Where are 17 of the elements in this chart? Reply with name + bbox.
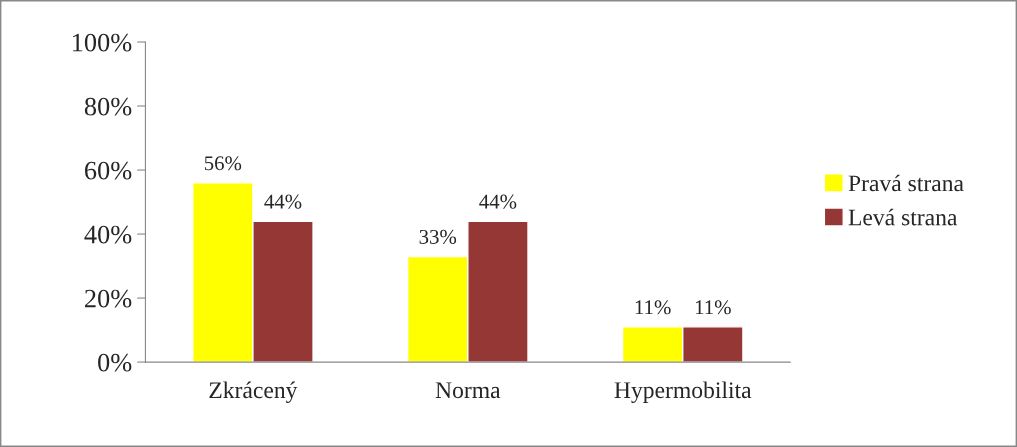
x-tick-label: Norma xyxy=(435,382,501,399)
data-label: 56% xyxy=(204,156,242,171)
y-tick-label: 100% xyxy=(72,33,132,52)
y-tick-label: 20% xyxy=(85,289,132,308)
data-label: 33% xyxy=(419,229,457,244)
data-label: 11% xyxy=(695,300,731,315)
legend-label: Pravá strana xyxy=(848,174,964,192)
data-label: 44% xyxy=(264,194,302,209)
data-label: 11% xyxy=(635,300,671,315)
legend-label: Levá strana xyxy=(848,208,958,226)
y-tick-label: 0% xyxy=(98,353,132,372)
y-tick-label: 40% xyxy=(84,225,132,244)
x-tick-label: Zkrácený xyxy=(209,381,298,404)
data-label: 44% xyxy=(479,194,517,209)
y-tick-label: 80% xyxy=(84,97,132,116)
x-tick-label: Hypermobilita xyxy=(614,381,752,403)
y-tick-label: 60% xyxy=(85,161,132,180)
